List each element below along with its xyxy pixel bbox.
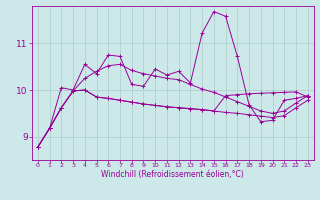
X-axis label: Windchill (Refroidissement éolien,°C): Windchill (Refroidissement éolien,°C) <box>101 170 244 179</box>
